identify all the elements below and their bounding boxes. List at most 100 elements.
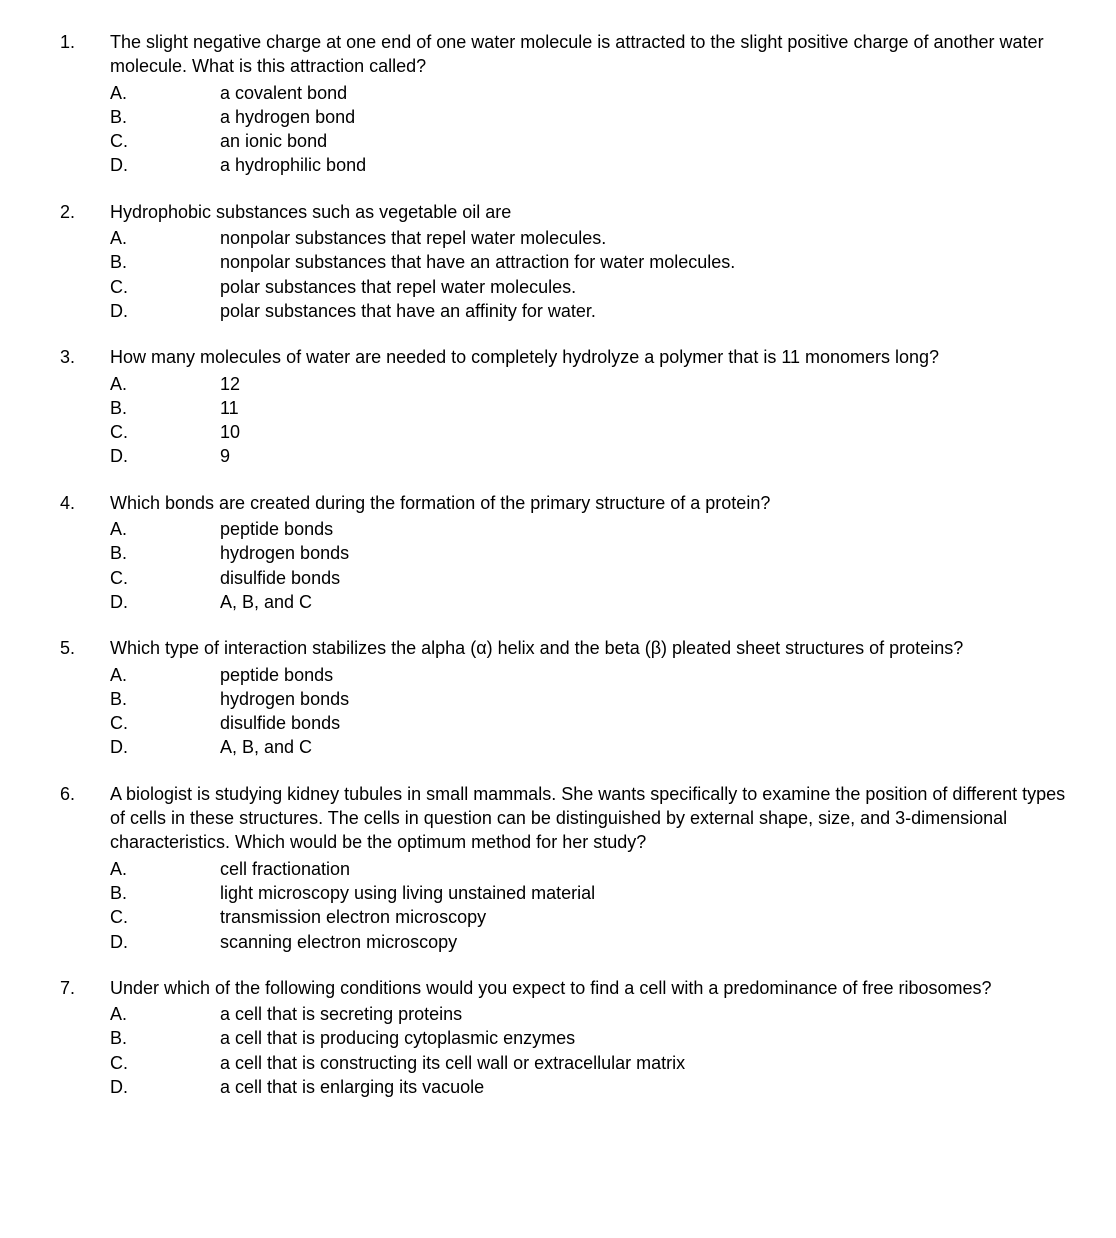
- option-text: disulfide bonds: [220, 711, 1076, 735]
- option-text: a hydrogen bond: [220, 105, 1076, 129]
- question-stem: Hydrophobic substances such as vegetable…: [110, 200, 1076, 224]
- option-text: polar substances that have an affinity f…: [220, 299, 1076, 323]
- answer-option: B.hydrogen bonds: [110, 541, 1076, 565]
- option-letter: D.: [110, 444, 220, 468]
- answer-option: A.12: [110, 372, 1076, 396]
- option-text: an ionic bond: [220, 129, 1076, 153]
- option-text: A, B, and C: [220, 590, 1076, 614]
- option-letter: C.: [110, 711, 220, 735]
- option-text: cell fractionation: [220, 857, 1076, 881]
- option-text: 10: [220, 420, 1076, 444]
- question-body: How many molecules of water are needed t…: [110, 345, 1076, 468]
- answer-option: D.A, B, and C: [110, 735, 1076, 759]
- option-letter: B.: [110, 250, 220, 274]
- answer-option: B.light microscopy using living unstaine…: [110, 881, 1076, 905]
- option-text: transmission electron microscopy: [220, 905, 1076, 929]
- option-letter: D.: [110, 1075, 220, 1099]
- question: 3.How many molecules of water are needed…: [60, 345, 1076, 468]
- option-letter: C.: [110, 1051, 220, 1075]
- option-letter: C.: [110, 275, 220, 299]
- option-letter: D.: [110, 299, 220, 323]
- option-text: a hydrophilic bond: [220, 153, 1076, 177]
- question: 5.Which type of interaction stabilizes t…: [60, 636, 1076, 759]
- option-letter: A.: [110, 1002, 220, 1026]
- answer-option: A.peptide bonds: [110, 663, 1076, 687]
- answer-option: C.transmission electron microscopy: [110, 905, 1076, 929]
- option-text: a cell that is secreting proteins: [220, 1002, 1076, 1026]
- option-letter: A.: [110, 372, 220, 396]
- question-number: 6.: [60, 782, 110, 954]
- answer-option: C.disulfide bonds: [110, 711, 1076, 735]
- option-text: a cell that is enlarging its vacuole: [220, 1075, 1076, 1099]
- answer-option: C.an ionic bond: [110, 129, 1076, 153]
- option-letter: B.: [110, 1026, 220, 1050]
- question-body: A biologist is studying kidney tubules i…: [110, 782, 1076, 954]
- option-letter: C.: [110, 566, 220, 590]
- answer-option: B.hydrogen bonds: [110, 687, 1076, 711]
- question-number: 2.: [60, 200, 110, 323]
- question: 4.Which bonds are created during the for…: [60, 491, 1076, 614]
- answer-option: A.a covalent bond: [110, 81, 1076, 105]
- question: 7.Under which of the following condition…: [60, 976, 1076, 1099]
- option-text: nonpolar substances that have an attract…: [220, 250, 1076, 274]
- option-letter: C.: [110, 905, 220, 929]
- answer-option: D.polar substances that have an affinity…: [110, 299, 1076, 323]
- question-number: 7.: [60, 976, 110, 1099]
- question-number: 3.: [60, 345, 110, 468]
- option-text: peptide bonds: [220, 517, 1076, 541]
- question-stem: Which type of interaction stabilizes the…: [110, 636, 1076, 660]
- option-text: A, B, and C: [220, 735, 1076, 759]
- quiz-container: 1.The slight negative charge at one end …: [60, 30, 1076, 1099]
- answer-option: B.a hydrogen bond: [110, 105, 1076, 129]
- question-body: Hydrophobic substances such as vegetable…: [110, 200, 1076, 323]
- question-body: The slight negative charge at one end of…: [110, 30, 1076, 178]
- answer-option: D.9: [110, 444, 1076, 468]
- option-letter: C.: [110, 420, 220, 444]
- option-letter: B.: [110, 881, 220, 905]
- option-letter: B.: [110, 687, 220, 711]
- option-text: light microscopy using living unstained …: [220, 881, 1076, 905]
- answer-option: C.disulfide bonds: [110, 566, 1076, 590]
- question-number: 1.: [60, 30, 110, 178]
- option-text: hydrogen bonds: [220, 541, 1076, 565]
- question-body: Under which of the following conditions …: [110, 976, 1076, 1099]
- answer-option: C.10: [110, 420, 1076, 444]
- option-text: hydrogen bonds: [220, 687, 1076, 711]
- answer-option: D.a hydrophilic bond: [110, 153, 1076, 177]
- option-letter: B.: [110, 541, 220, 565]
- answer-option: B.nonpolar substances that have an attra…: [110, 250, 1076, 274]
- question-body: Which type of interaction stabilizes the…: [110, 636, 1076, 759]
- option-text: peptide bonds: [220, 663, 1076, 687]
- question-stem: How many molecules of water are needed t…: [110, 345, 1076, 369]
- answer-option: D.scanning electron microscopy: [110, 930, 1076, 954]
- question-stem: A biologist is studying kidney tubules i…: [110, 782, 1076, 855]
- option-text: disulfide bonds: [220, 566, 1076, 590]
- question-stem: The slight negative charge at one end of…: [110, 30, 1076, 79]
- answer-option: A.a cell that is secreting proteins: [110, 1002, 1076, 1026]
- option-text: polar substances that repel water molecu…: [220, 275, 1076, 299]
- answer-option: B.11: [110, 396, 1076, 420]
- option-letter: A.: [110, 857, 220, 881]
- option-letter: D.: [110, 735, 220, 759]
- answer-option: C.a cell that is constructing its cell w…: [110, 1051, 1076, 1075]
- option-letter: A.: [110, 517, 220, 541]
- option-letter: D.: [110, 590, 220, 614]
- question: 2.Hydrophobic substances such as vegetab…: [60, 200, 1076, 323]
- option-text: 11: [220, 396, 1076, 420]
- option-letter: A.: [110, 81, 220, 105]
- option-letter: A.: [110, 226, 220, 250]
- question-stem: Under which of the following conditions …: [110, 976, 1076, 1000]
- question-number: 4.: [60, 491, 110, 614]
- option-text: a cell that is constructing its cell wal…: [220, 1051, 1076, 1075]
- option-text: nonpolar substances that repel water mol…: [220, 226, 1076, 250]
- option-text: a cell that is producing cytoplasmic enz…: [220, 1026, 1076, 1050]
- answer-option: A.peptide bonds: [110, 517, 1076, 541]
- answer-option: B.a cell that is producing cytoplasmic e…: [110, 1026, 1076, 1050]
- option-letter: B.: [110, 105, 220, 129]
- option-text: 12: [220, 372, 1076, 396]
- option-letter: D.: [110, 153, 220, 177]
- option-letter: B.: [110, 396, 220, 420]
- option-text: 9: [220, 444, 1076, 468]
- option-letter: A.: [110, 663, 220, 687]
- answer-option: A.nonpolar substances that repel water m…: [110, 226, 1076, 250]
